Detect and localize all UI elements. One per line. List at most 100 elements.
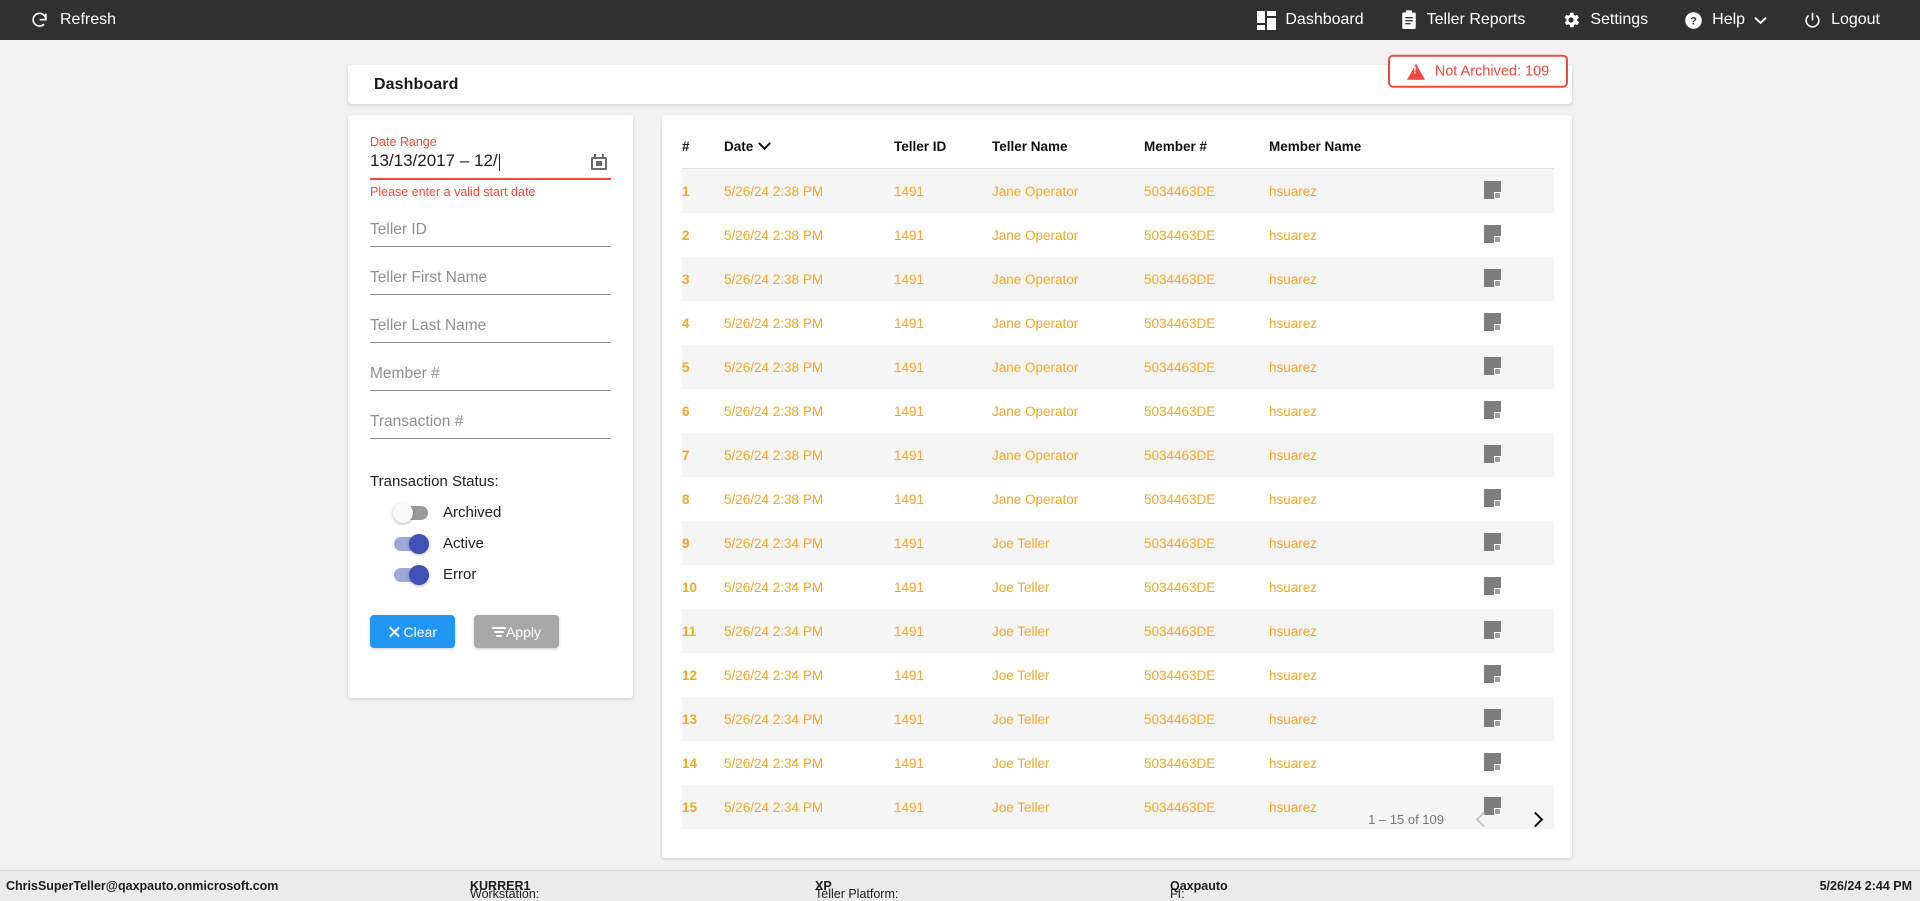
toggle-active[interactable] — [394, 533, 429, 554]
nav-item-help[interactable]: ? Help — [1666, 0, 1785, 40]
row-cell-teller-name: Joe Teller — [992, 755, 1050, 771]
note-icon[interactable] — [1484, 576, 1501, 595]
table-row[interactable]: 3 5/26/24 2:38 PM 1491 Jane Operator 5034463… — [682, 257, 1554, 301]
row-cell-date: 5/26/24 2:38 PM — [724, 491, 824, 507]
table-row[interactable]: 1 5/26/24 2:38 PM 1491 Jane Operator 5034463… — [682, 168, 1554, 214]
column-header-date[interactable]: Date — [724, 125, 894, 169]
note-icon[interactable] — [1484, 180, 1501, 199]
teller-first-name-input[interactable]: Teller First Name — [370, 269, 611, 295]
row-cell-note[interactable] — [1484, 389, 1554, 433]
clear-button[interactable]: Clear — [370, 615, 455, 648]
table-row[interactable]: 11 5/26/24 2:34 PM 1491 Joe Teller 5034463DE… — [682, 609, 1554, 653]
date-range-input[interactable]: 13/13/2017 – 12/ — [370, 151, 611, 180]
table-row[interactable]: 12 5/26/24 2:34 PM 1491 Joe Teller 5034463DE… — [682, 653, 1554, 697]
toggle-row-error[interactable]: Error — [394, 564, 611, 585]
table-row[interactable]: 9 5/26/24 2:34 PM 1491 Joe Teller 5034463DE h… — [682, 521, 1554, 565]
row-cell-note[interactable] — [1484, 301, 1554, 345]
nav-label-dashboard: Dashboard — [1285, 11, 1364, 28]
toggle-error[interactable] — [394, 564, 429, 585]
note-icon[interactable] — [1484, 620, 1501, 639]
pagination-range-label: 1 – 15 of 109 — [1368, 811, 1444, 827]
member-number-input[interactable]: Member # — [370, 365, 611, 391]
nav-item-dashboard[interactable]: Dashboard — [1239, 0, 1381, 40]
note-icon[interactable] — [1484, 444, 1501, 463]
note-icon[interactable] — [1484, 752, 1501, 771]
row-cell-note[interactable] — [1484, 257, 1554, 301]
note-icon[interactable] — [1484, 356, 1501, 375]
note-icon[interactable] — [1484, 664, 1501, 683]
row-cell-note[interactable] — [1484, 213, 1554, 257]
nav-label-settings: Settings — [1590, 11, 1649, 28]
teller-id-input[interactable]: Teller ID — [370, 221, 611, 247]
table-row[interactable]: 4 5/26/24 2:38 PM 1491 Jane Operator 5034463… — [682, 301, 1554, 345]
column-header-number[interactable]: # — [682, 125, 724, 169]
row-cell-teller-id: 1491 — [894, 359, 925, 375]
note-icon[interactable] — [1484, 400, 1501, 419]
row-cell-teller-id: 1491 — [894, 579, 925, 595]
table-row[interactable]: 10 5/26/24 2:34 PM 1491 Joe Teller 5034463DE… — [682, 565, 1554, 609]
column-header-member-number[interactable]: Member # — [1144, 125, 1269, 169]
table-row[interactable]: 6 5/26/24 2:38 PM 1491 Jane Operator 5034463… — [682, 389, 1554, 433]
table-row[interactable]: 2 5/26/24 2:38 PM 1491 Jane Operator 5034463… — [682, 213, 1554, 257]
table-row[interactable]: 5 5/26/24 2:38 PM 1491 Jane Operator 5034463… — [682, 345, 1554, 389]
nav-right-group: Dashboard Teller Reports — [1239, 0, 1898, 40]
note-icon[interactable] — [1484, 312, 1501, 331]
row-cell-number: 12 — [682, 667, 698, 683]
footer-platform: Teller Platform: XP — [815, 879, 898, 901]
toggle-row-active[interactable]: Active — [394, 533, 611, 554]
transaction-number-input[interactable]: Transaction # — [370, 413, 611, 439]
table-row[interactable]: 14 5/26/24 2:34 PM 1491 Joe Teller 5034463DE… — [682, 741, 1554, 785]
row-cell-member-name: hsuarez — [1269, 315, 1318, 331]
previous-page-button[interactable] — [1470, 806, 1496, 832]
row-cell-note[interactable] — [1484, 741, 1554, 785]
refresh-button[interactable]: Refresh — [30, 0, 134, 40]
row-cell-note[interactable] — [1484, 345, 1554, 389]
next-page-button[interactable] — [1522, 806, 1548, 832]
row-cell-teller-name: Joe Teller — [992, 711, 1050, 727]
row-cell-teller-id: 1491 — [894, 535, 925, 551]
calendar-icon[interactable] — [591, 154, 607, 170]
nav-label-help: Help — [1712, 11, 1746, 28]
date-range-value: 13/13/2017 – 12/ — [370, 151, 498, 170]
table-row[interactable]: 8 5/26/24 2:38 PM 1491 Jane Operator 5034463… — [682, 477, 1554, 521]
note-icon[interactable] — [1484, 488, 1501, 507]
note-icon[interactable] — [1484, 708, 1501, 727]
table-row[interactable]: 13 5/26/24 2:34 PM 1491 Joe Teller 5034463DE… — [682, 697, 1554, 741]
row-cell-note[interactable] — [1484, 565, 1554, 609]
column-header-teller-id[interactable]: Teller ID — [894, 125, 992, 169]
toggle-archived[interactable] — [393, 502, 428, 523]
not-archived-badge[interactable]: Not Archived: 109 — [1388, 54, 1568, 88]
table-row[interactable]: 15 5/26/24 2:34 PM 1491 Joe Teller 5034463DE… — [682, 785, 1554, 829]
row-cell-note[interactable] — [1484, 697, 1554, 741]
row-cell-note[interactable] — [1484, 477, 1554, 521]
nav-item-teller-reports[interactable]: Teller Reports — [1382, 0, 1544, 40]
column-header-member-name[interactable]: Member Name — [1269, 125, 1484, 169]
nav-item-logout[interactable]: Logout — [1785, 0, 1898, 40]
row-cell-note[interactable] — [1484, 609, 1554, 653]
clear-button-label: Clear — [403, 623, 437, 640]
sort-descending-icon — [758, 137, 772, 151]
apply-button-label: Apply — [505, 623, 541, 640]
row-cell-note[interactable] — [1484, 433, 1554, 477]
row-cell-teller-name: Joe Teller — [992, 535, 1050, 551]
nav-item-settings[interactable]: Settings — [1543, 0, 1666, 40]
filter-actions: Clear Apply — [370, 615, 611, 648]
date-range-field[interactable]: Date Range 13/13/2017 – 12/ Please enter… — [370, 135, 611, 199]
row-cell-member-name: hsuarez — [1269, 227, 1318, 243]
row-cell-date: 5/26/24 2:34 PM — [724, 755, 824, 771]
note-icon[interactable] — [1484, 532, 1501, 551]
teller-last-name-input[interactable]: Teller Last Name — [370, 317, 611, 343]
toggle-row-archived[interactable]: Archived — [393, 502, 611, 523]
note-icon[interactable] — [1484, 224, 1501, 243]
row-cell-member-number: 5034463DE — [1144, 183, 1216, 199]
row-cell-note[interactable] — [1484, 653, 1554, 697]
row-cell-member-name: hsuarez — [1269, 535, 1318, 551]
dashboard-grid-icon — [1257, 10, 1277, 30]
table-row[interactable]: 7 5/26/24 2:38 PM 1491 Jane Operator 5034463… — [682, 433, 1554, 477]
apply-button[interactable]: Apply — [474, 615, 559, 648]
row-cell-note[interactable] — [1484, 169, 1554, 214]
row-cell-note[interactable] — [1484, 521, 1554, 565]
note-icon[interactable] — [1484, 268, 1501, 287]
column-header-teller-name[interactable]: Teller Name — [992, 125, 1144, 169]
row-cell-member-number: 5034463DE — [1144, 711, 1216, 727]
